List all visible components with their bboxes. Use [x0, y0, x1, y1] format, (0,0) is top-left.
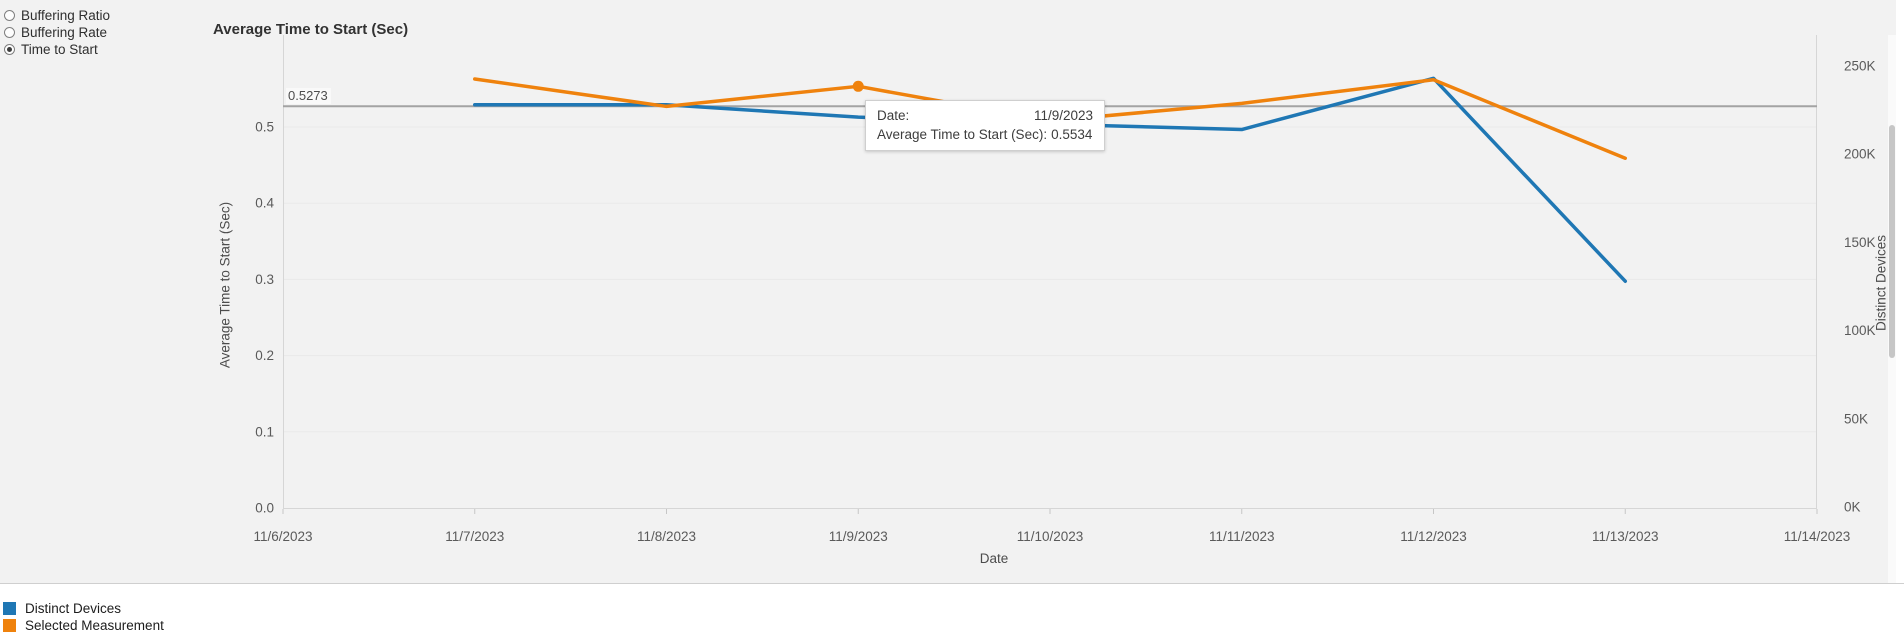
x-axis-tick-label: 11/10/2023	[1017, 529, 1084, 544]
right-axis-tick-label: 150K	[1844, 235, 1876, 250]
radio-buffering-rate[interactable]: Buffering Rate	[4, 24, 110, 41]
radio-label: Buffering Ratio	[21, 8, 111, 23]
right-axis-title: Distinct Devices	[1873, 234, 1889, 332]
legend-swatch-blue	[3, 602, 16, 615]
right-axis-tick-label: 250K	[1844, 59, 1876, 74]
legend-item-distinct-devices[interactable]: Distinct Devices	[3, 600, 1904, 617]
x-axis-title: Date	[979, 551, 1009, 566]
x-axis-tick-label: 11/8/2023	[637, 529, 696, 544]
tooltip-measure-value: 0.5534	[1051, 127, 1093, 142]
radio-label: Buffering Rate	[21, 25, 108, 40]
x-axis-tick-label: 11/13/2023	[1592, 529, 1659, 544]
tooltip-date-value: 11/9/2023	[1033, 108, 1093, 123]
legend-item-selected-measurement[interactable]: Selected Measurement	[3, 617, 1904, 634]
measurement-radio-group: Buffering Ratio Buffering Rate Time to S…	[4, 7, 110, 58]
series-marker-selected-measurement[interactable]	[852, 80, 864, 92]
radio-selected-icon	[4, 44, 15, 55]
right-axis-tick-label: 50K	[1844, 411, 1868, 426]
vertical-scrollbar-thumb[interactable]	[1889, 125, 1895, 358]
radio-unselected-icon	[4, 10, 15, 21]
chart-tooltip: Date: 11/9/2023 Average Time to Start (S…	[865, 100, 1105, 151]
x-axis-tick-label: 11/6/2023	[253, 529, 312, 544]
left-axis-tick-label: 0.4	[255, 196, 274, 211]
left-axis-title: Average Time to Start (Sec)	[217, 201, 233, 369]
right-axis-tick-label: 100K	[1844, 323, 1876, 338]
right-axis-tick-label: 0K	[1844, 500, 1861, 515]
vertical-scrollbar-track[interactable]	[1888, 35, 1896, 583]
legend-label: Distinct Devices	[25, 601, 122, 616]
legend: Distinct Devices Selected Measurement	[0, 583, 1904, 643]
radio-time-to-start[interactable]: Time to Start	[4, 41, 110, 58]
x-axis-tick-label: 11/7/2023	[445, 529, 504, 544]
reference-line-label: 0.5273	[286, 88, 331, 105]
tooltip-measure-label: Average Time to Start (Sec):	[877, 127, 1048, 142]
chart-title: Average Time to Start (Sec)	[213, 21, 409, 38]
x-axis-tick-label: 11/12/2023	[1400, 529, 1467, 544]
right-axis-tick-label: 200K	[1844, 147, 1876, 162]
left-axis-tick-label: 0.0	[255, 501, 274, 516]
left-axis-tick-label: 0.1	[255, 424, 274, 439]
left-axis-tick-label: 0.5	[255, 120, 274, 135]
radio-label: Time to Start	[21, 42, 98, 57]
legend-label: Selected Measurement	[25, 618, 164, 633]
chart-panel: 0.0 0.1 0.2 0.3 0.4 0.5 0K 50K 100K 150K 200K 250K 1…	[0, 0, 1896, 583]
left-axis-tick-label: 0.3	[255, 272, 274, 287]
tooltip-measure-row: Average Time to Start (Sec): 0.5534	[877, 125, 1093, 144]
x-axis-tick-label: 11/14/2023	[1784, 529, 1851, 544]
radio-buffering-ratio[interactable]: Buffering Ratio	[4, 7, 110, 24]
left-axis-tick-label: 0.2	[255, 348, 274, 363]
x-axis-tick-label: 11/9/2023	[829, 529, 888, 544]
radio-unselected-icon	[4, 27, 15, 38]
tooltip-date-row: Date: 11/9/2023	[877, 106, 1093, 125]
tooltip-date-label: Date:	[877, 108, 910, 123]
x-axis-tick-label: 11/11/2023	[1209, 529, 1275, 544]
legend-swatch-orange	[3, 619, 16, 632]
